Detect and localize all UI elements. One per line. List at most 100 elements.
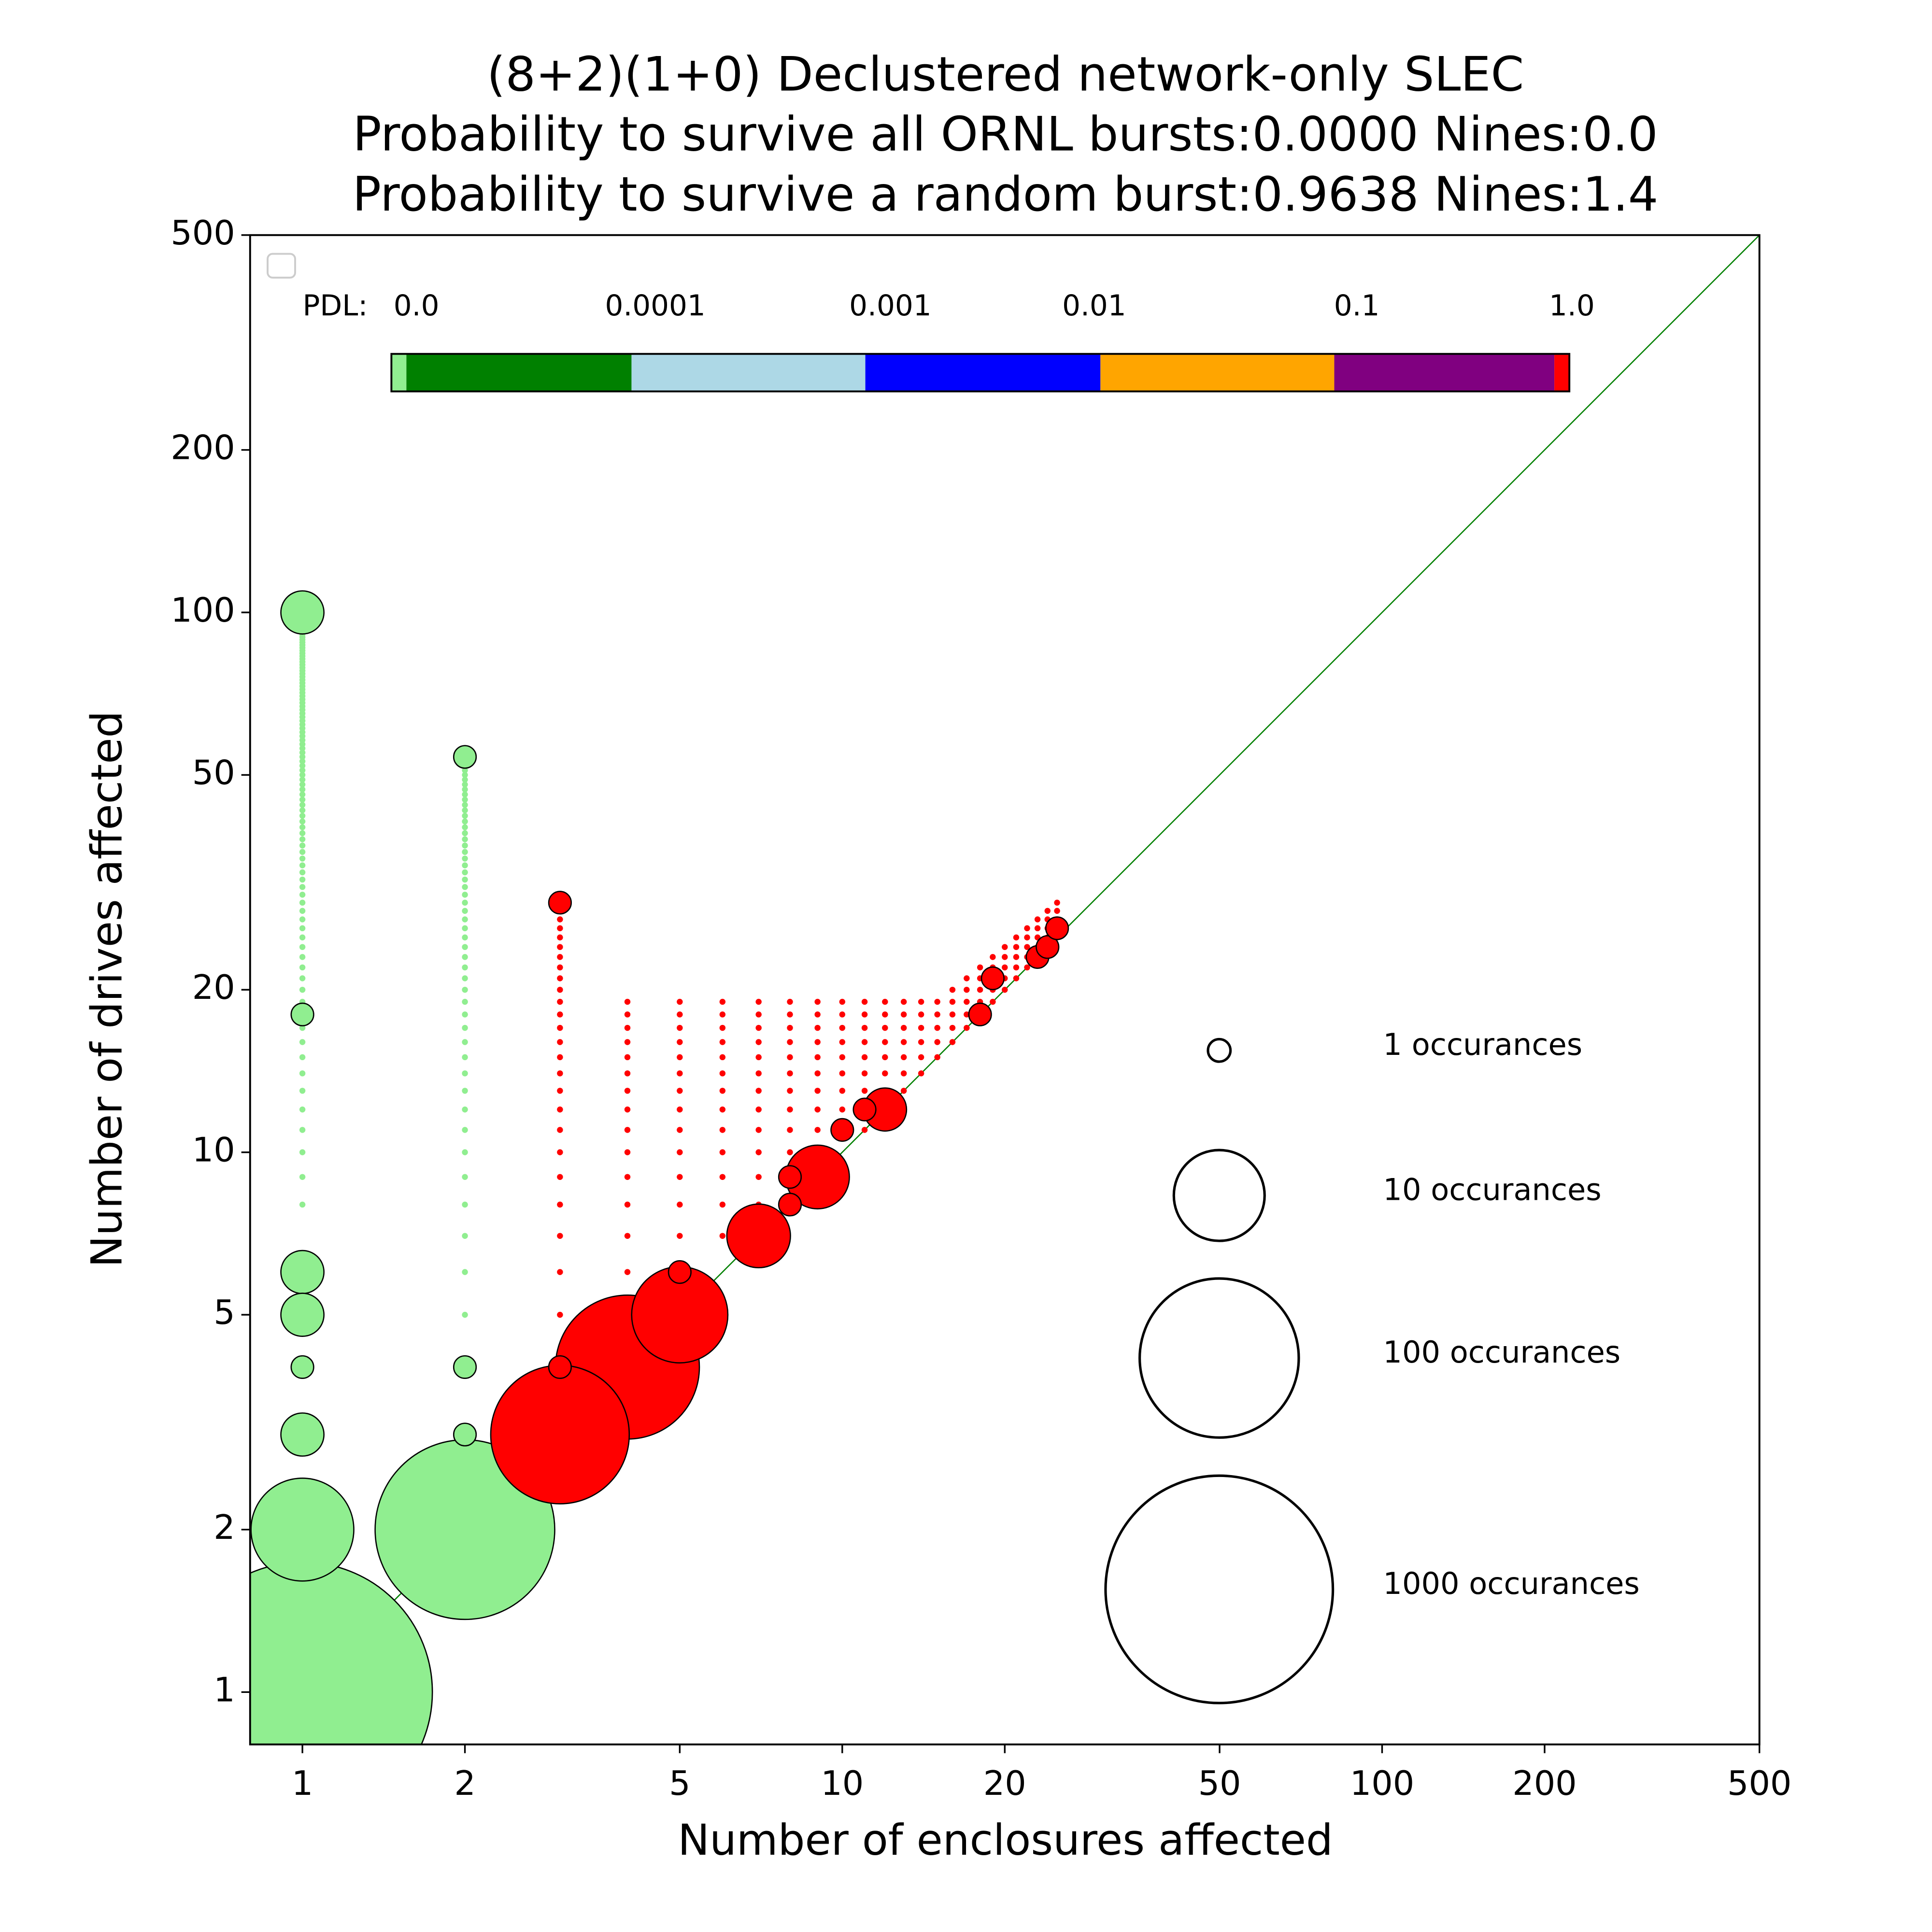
- small-dot: [557, 925, 563, 932]
- small-dot: [918, 1070, 924, 1077]
- small-dot: [462, 1201, 468, 1208]
- small-dot: [787, 1149, 793, 1155]
- small-dot: [861, 1054, 868, 1061]
- small-dot: [624, 1070, 631, 1077]
- small-dot: [677, 1233, 683, 1239]
- colorbar-segment: [865, 354, 1101, 392]
- small-dot: [677, 1127, 683, 1133]
- small-dot: [1054, 899, 1060, 906]
- small-dot: [814, 998, 821, 1005]
- colorbar-frame: [390, 353, 1571, 393]
- small-dot: [462, 1149, 468, 1155]
- small-dot: [462, 1269, 468, 1275]
- small-dot: [677, 1106, 683, 1113]
- small-dot: [900, 1070, 907, 1077]
- small-dot: [462, 975, 468, 981]
- y-tick-label: 10: [192, 1131, 235, 1170]
- small-dot: [1024, 944, 1030, 950]
- small-dot: [557, 1311, 563, 1318]
- size-legend-marker: [1138, 1277, 1300, 1439]
- small-dot: [557, 998, 563, 1005]
- y-axis-label: Number of drives affected: [82, 711, 132, 1268]
- size-legend-label: 1000 occurances: [1383, 1566, 1639, 1601]
- colorbar-segment: [391, 354, 407, 392]
- small-dot: [557, 934, 563, 941]
- point: [548, 1355, 572, 1379]
- small-dot: [964, 1024, 970, 1031]
- point: [726, 1203, 791, 1268]
- chart-subtitle: Probability to survive all ORNL bursts:0…: [353, 107, 1658, 162]
- small-dot: [462, 1106, 468, 1113]
- small-dot: [462, 777, 468, 783]
- small-dot: [557, 1039, 563, 1045]
- small-dot: [755, 1174, 762, 1180]
- small-dot: [462, 836, 468, 842]
- small-dot: [557, 1024, 563, 1031]
- small-dot: [299, 772, 306, 778]
- small-dot: [934, 1011, 940, 1018]
- point: [453, 1422, 477, 1447]
- small-dot: [462, 964, 468, 971]
- small-dot: [299, 964, 306, 971]
- small-dot: [677, 1201, 683, 1208]
- small-dot: [462, 1039, 468, 1045]
- point: [852, 1097, 877, 1122]
- point: [453, 745, 477, 769]
- colorbar-tick-label: 0.01: [1062, 289, 1126, 323]
- small-dot: [719, 1233, 726, 1239]
- small-dot: [557, 1269, 563, 1275]
- small-dot: [462, 899, 468, 906]
- small-dot: [882, 1070, 888, 1077]
- small-dot: [462, 812, 468, 819]
- small-dot: [557, 954, 563, 960]
- small-dot: [719, 1149, 726, 1155]
- small-dot: [462, 908, 468, 914]
- small-dot: [839, 1088, 846, 1094]
- small-dot: [462, 791, 468, 798]
- small-dot: [557, 986, 563, 993]
- small-dot: [299, 758, 306, 765]
- small-dot: [839, 1054, 846, 1061]
- small-dot: [787, 1106, 793, 1113]
- x-tick-label: 2: [454, 1764, 475, 1803]
- x-tick-label: 200: [1512, 1764, 1577, 1803]
- small-dot: [839, 1011, 846, 1018]
- small-dot: [462, 1024, 468, 1031]
- small-dot: [299, 1039, 306, 1045]
- small-dot: [949, 998, 956, 1005]
- small-dot: [462, 916, 468, 923]
- small-dot: [861, 1127, 868, 1133]
- small-dot: [462, 925, 468, 932]
- small-dot: [462, 781, 468, 788]
- small-dot: [964, 975, 970, 981]
- small-dot: [839, 1039, 846, 1045]
- small-dot: [900, 1088, 907, 1094]
- x-tick-label: 50: [1198, 1764, 1241, 1803]
- small-dot: [1002, 944, 1008, 950]
- small-dot: [299, 791, 306, 798]
- small-dot: [299, 1174, 306, 1180]
- small-dot: [787, 1127, 793, 1133]
- point: [548, 891, 572, 915]
- small-dot: [462, 892, 468, 898]
- small-dot: [719, 1088, 726, 1094]
- small-dot: [557, 964, 563, 971]
- small-dot: [814, 1070, 821, 1077]
- small-dot: [787, 1054, 793, 1061]
- y-tick-label: 100: [170, 591, 235, 630]
- empty-legend: [267, 253, 296, 279]
- small-dot: [299, 869, 306, 876]
- small-dot: [949, 1011, 956, 1018]
- small-dot: [755, 1127, 762, 1133]
- small-dot: [1044, 908, 1051, 914]
- small-dot: [964, 1011, 970, 1018]
- colorbar-title: PDL:: [303, 289, 368, 323]
- small-dot: [677, 998, 683, 1005]
- small-dot: [299, 884, 306, 890]
- small-dot: [949, 986, 956, 993]
- small-dot: [677, 1024, 683, 1031]
- small-dot: [677, 1149, 683, 1155]
- small-dot: [719, 1054, 726, 1061]
- small-dot: [557, 1106, 563, 1113]
- point: [830, 1118, 854, 1142]
